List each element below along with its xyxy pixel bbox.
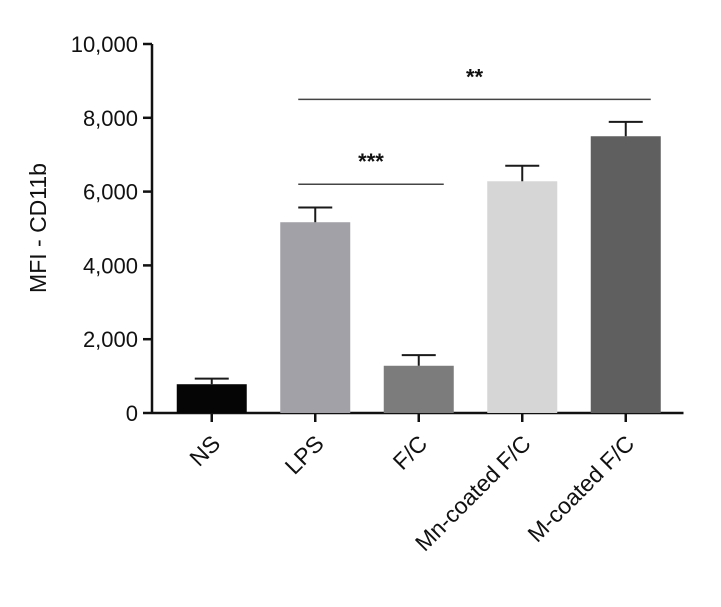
y-tick-label: 6,000 [83, 180, 138, 205]
y-axis-label: MFI - CD11b [25, 163, 51, 293]
x-tick-label: F/C [388, 430, 433, 475]
significance-label: *** [358, 149, 384, 174]
y-tick-label: 2,000 [83, 327, 138, 352]
x-tick-label: LPS [280, 430, 329, 479]
y-tick-label: 8,000 [83, 106, 138, 131]
x-tick-label: NS [184, 430, 225, 471]
bar [176, 384, 247, 413]
significance-label: ** [466, 64, 484, 89]
bar [383, 365, 454, 413]
x-tick-label: M-coated F/C [522, 430, 639, 547]
bar [280, 222, 351, 413]
bar [487, 181, 558, 413]
y-tick-label: 0 [126, 401, 138, 426]
y-tick-label: 10,000 [71, 32, 138, 57]
y-tick-label: 4,000 [83, 253, 138, 278]
bar [590, 136, 661, 413]
